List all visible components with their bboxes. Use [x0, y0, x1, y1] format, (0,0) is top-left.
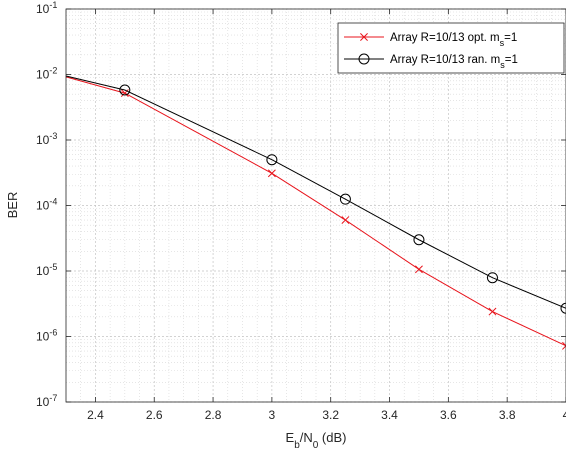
y-tick-exponent: -4	[49, 197, 57, 207]
data-point	[488, 307, 497, 316]
y-tick-label: 10-2	[36, 66, 57, 82]
legend-label-main: Array R=10/13 opt. m	[390, 32, 500, 44]
data-point	[267, 169, 276, 178]
data-point	[413, 234, 425, 246]
y-tick-base: 10	[36, 199, 50, 213]
legend-entry: Array R=10/13 opt. ms=1	[344, 32, 517, 48]
major-grid	[66, 8, 566, 403]
legend-entry: Array R=10/13 ran. ms=1	[344, 53, 518, 70]
legend-label-sub: s	[500, 60, 505, 70]
y-tick-label: 10-1	[36, 0, 57, 16]
x-axis-label-sub2: 0	[313, 440, 319, 451]
series-layer	[65, 75, 566, 350]
y-tick-label: 10-4	[36, 197, 57, 213]
x-axis-label-tail: (dB)	[318, 430, 346, 445]
legend-label-tail: =1	[504, 32, 517, 44]
data-point	[266, 154, 278, 166]
x-tick-label: 4	[563, 408, 566, 422]
y-tick-exponent: -6	[49, 328, 57, 338]
x-tick-label: 2.6	[146, 408, 163, 422]
legend-label: Array R=10/13 ran. ms=1	[390, 54, 518, 70]
legend-box	[337, 22, 565, 74]
data-point	[486, 272, 498, 284]
y-tick-exponent: -1	[49, 0, 57, 10]
y-tick-exponent: -5	[49, 262, 57, 272]
y-tick-exponent: -7	[49, 393, 57, 403]
x-axis-label-mid: /N	[300, 430, 313, 445]
y-axis-label: BER	[5, 192, 20, 219]
series-1	[65, 76, 566, 350]
data-point	[339, 193, 351, 205]
y-tick-base: 10	[36, 264, 50, 278]
series-2	[65, 75, 566, 314]
legend-label-sub: s	[500, 38, 505, 48]
y-tick-base: 10	[36, 68, 50, 82]
legend-label: Array R=10/13 opt. ms=1	[390, 32, 517, 48]
x-axis-label-base: E	[286, 430, 295, 445]
x-tick-label: 3.2	[322, 408, 339, 422]
data-point	[562, 341, 566, 350]
y-tick-label: 10-5	[36, 262, 57, 278]
data-point	[119, 84, 131, 96]
legend-swatch-marker	[358, 53, 370, 65]
legend-label-tail: =1	[505, 54, 518, 66]
x-tick-label: 3	[269, 408, 276, 422]
legend-swatch-marker	[360, 33, 368, 41]
x-tick-label: 3.8	[499, 408, 516, 422]
y-tick-exponent: -3	[49, 131, 57, 141]
y-tick-base: 10	[36, 330, 50, 344]
y-tick-base: 10	[36, 2, 50, 16]
y-tick-label: 10-6	[36, 328, 57, 344]
x-tick-label: 3.4	[381, 408, 398, 422]
x-tick-label: 2.8	[205, 408, 222, 422]
x-axis-label: Eb/N0 (dB)	[286, 430, 347, 451]
x-tick-label: 2.4	[87, 408, 104, 422]
y-tick-label: 10-3	[36, 131, 57, 147]
x-axis-label-sub1: b	[294, 440, 300, 451]
y-tick-base: 10	[36, 133, 50, 147]
x-tick-label: 3.6	[440, 408, 457, 422]
y-tick-exponent: -2	[49, 66, 57, 76]
y-tick-base: 10	[36, 395, 50, 409]
data-point	[414, 265, 423, 274]
x-axis-ticks: 2.4 2.6 2.8 3 3.2 3.4 3.6 3.8 4	[87, 9, 566, 422]
series-line	[65, 75, 566, 309]
y-tick-label: 10-7	[36, 393, 57, 409]
legend-label-main: Array R=10/13 ran. m	[390, 54, 500, 66]
data-point	[341, 216, 350, 224]
data-point	[560, 302, 566, 314]
y-axis-ticks: 10-110-210-310-410-510-610-7	[36, 0, 566, 409]
